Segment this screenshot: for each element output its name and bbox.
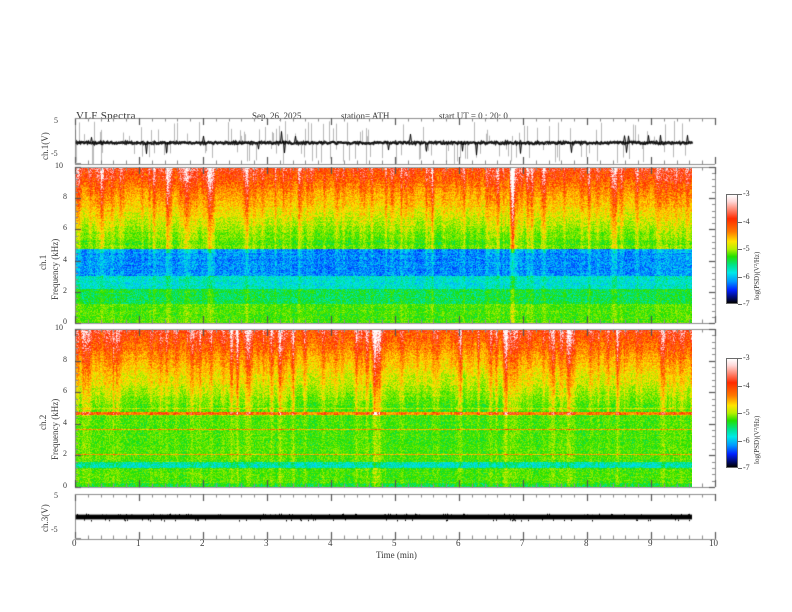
colorbar-ch1-gradient <box>726 194 738 304</box>
colorbar-ch2-mark--5 <box>738 413 742 414</box>
ch1_spec-ytick-10: 10 <box>55 161 63 170</box>
x-tick-0: 0 <box>72 538 77 548</box>
colorbar-ch1-mark--3 <box>738 194 742 195</box>
ch1_spec-ytick-0: 0 <box>63 317 67 326</box>
x-tick-3: 3 <box>264 538 269 548</box>
ch1_spec-ytick-8: 8 <box>63 192 67 202</box>
x-tick-7: 7 <box>520 538 525 548</box>
colorbar-ch2-label--6: -6 <box>743 435 750 445</box>
colorbar-ch1-mark--6 <box>738 276 742 278</box>
x-tick-2: 2 <box>200 538 205 548</box>
x-tick-6: 6 <box>456 538 461 548</box>
ch2_spec-ytick-2: 2 <box>63 449 67 459</box>
colorbar-ch1-label--7: -7 <box>743 299 750 308</box>
ch1-wave-ytick-pos5: 5 <box>54 116 58 125</box>
ch1-wave-ytick-neg5: -5 <box>51 149 58 158</box>
colorbar-ch2-label--5: -5 <box>743 408 750 417</box>
colorbar-ch2-mark--6 <box>738 440 742 442</box>
x-tick-8: 8 <box>584 538 589 548</box>
x-tick-4: 4 <box>328 538 333 548</box>
ch1-waveform-plot <box>75 120 715 164</box>
colorbar-ch2-mark--3 <box>738 358 742 359</box>
ch2-spec-ylabel-channel: ch.2 <box>38 414 48 430</box>
ch1_spec-ytick-4: 4 <box>63 254 67 264</box>
ch2_spec-ytick-10: 10 <box>55 323 63 332</box>
colorbar-ch1-mark--4 <box>738 221 742 223</box>
x-tick-10: 10 <box>709 538 718 548</box>
ch1-spec-ylabel-frequency: Frequency (kHz) <box>50 238 60 300</box>
ch1-spectrogram-image <box>75 168 692 323</box>
colorbar-ch1-mark--5 <box>738 249 742 250</box>
ch3-wave-ylabel: ch.3(V) <box>40 504 50 532</box>
ch3-wave-ytick-neg5: -5 <box>51 525 58 534</box>
ch2_spec-ytick-6: 6 <box>63 386 67 396</box>
colorbar-ch1-label--6: -6 <box>743 271 750 281</box>
ch3-waveform-plot <box>75 495 715 539</box>
colorbar-ch2-label--3: -3 <box>743 353 750 362</box>
colorbar-ch1-label: log(PSD)(V²/Hz) <box>753 251 761 300</box>
ch3-wave-ytick-pos5: 5 <box>54 491 58 500</box>
ch1-wave-ylabel: ch.1(V) <box>40 132 50 160</box>
ch1_spec-ytick-6: 6 <box>63 223 67 233</box>
colorbar-ch2-label: log(PSD)(V²/Hz) <box>753 415 761 464</box>
x-tick-9: 9 <box>648 538 653 548</box>
colorbar-ch2-mark--7 <box>738 468 742 469</box>
colorbar-ch1-label--5: -5 <box>743 244 750 253</box>
x-axis-label: Time (min) <box>376 550 417 560</box>
colorbar-ch2-mark--4 <box>738 385 742 387</box>
ch2-spec-ylabel-frequency: Frequency (kHz) <box>50 398 60 460</box>
ch1_spec-ytick-2: 2 <box>63 285 67 295</box>
ch2_spec-ytick-4: 4 <box>63 417 67 427</box>
x-tick-5: 5 <box>392 538 397 548</box>
ch1-spec-ylabel-channel: ch.1 <box>38 254 48 270</box>
ch2_spec-ytick-0: 0 <box>63 481 67 490</box>
colorbar-ch1-mark--7 <box>738 304 742 305</box>
colorbar-ch1-label--4: -4 <box>743 216 750 226</box>
colorbar-ch2-label--7: -7 <box>743 463 750 472</box>
ch2_spec-ytick-8: 8 <box>63 354 67 364</box>
colorbar-ch2-gradient <box>726 358 738 468</box>
colorbar-ch1-label--3: -3 <box>743 189 750 198</box>
colorbar-ch2-label--4: -4 <box>743 380 750 390</box>
x-tick-1: 1 <box>136 538 141 548</box>
ch2-spectrogram-image <box>75 330 692 487</box>
